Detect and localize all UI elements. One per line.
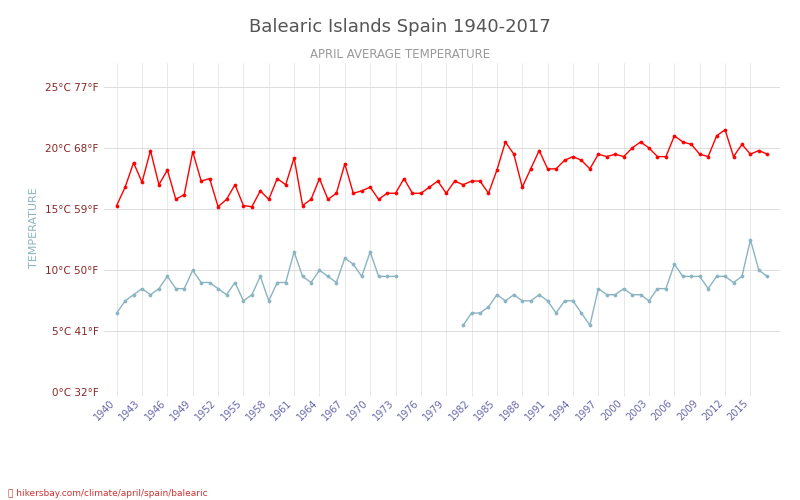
- Y-axis label: TEMPERATURE: TEMPERATURE: [30, 187, 39, 268]
- Text: APRIL AVERAGE TEMPERATURE: APRIL AVERAGE TEMPERATURE: [310, 48, 490, 60]
- Text: 📍 hikersbay.com/climate/april/spain/balearic: 📍 hikersbay.com/climate/april/spain/bale…: [8, 488, 208, 498]
- Text: Balearic Islands Spain 1940-2017: Balearic Islands Spain 1940-2017: [249, 18, 551, 36]
